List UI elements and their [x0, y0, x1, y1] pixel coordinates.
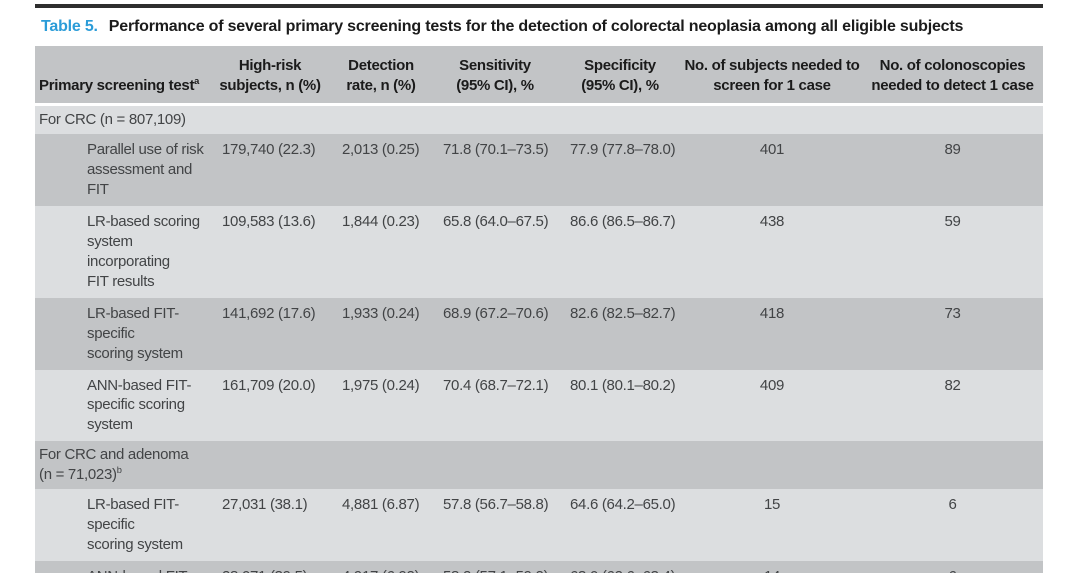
cell-specificity: 77.9 (77.8–78.0)	[570, 141, 676, 159]
column-header-colonoscopies-needed: No. of colonoscopies needed to detect 1 …	[862, 46, 1043, 105]
cell-subjects-needed: 401	[759, 141, 785, 159]
cell-colonoscopies-needed: 59	[944, 212, 961, 230]
table-row: LR-based FIT-specific scoring system 141…	[35, 297, 1043, 370]
column-header-detection-rate: Detection rate, n (%)	[330, 46, 432, 105]
column-header-sensitivity: Sensitivity (95% CI), %	[432, 46, 558, 105]
cell-detection-rate: 1,975 (0.24)	[342, 376, 420, 394]
cell-high-risk-subjects: 27,031 (38.1)	[222, 496, 308, 514]
cell-colonoscopies-needed: 6	[948, 496, 957, 514]
cell-detection-rate: 4,881 (6.87)	[342, 496, 420, 514]
cell-colonoscopies-needed: 73	[944, 304, 961, 322]
table-row: LR-based scoring system incorporating FI…	[35, 205, 1043, 298]
cell-specificity: 80.1 (80.1–80.2)	[570, 376, 676, 394]
cell-test-name: LR-based FIT-specific scoring system	[87, 304, 183, 362]
cell-specificity: 86.6 (86.5–86.7)	[570, 212, 676, 230]
cell-detection-rate: 1,933 (0.24)	[342, 304, 420, 322]
table-row: ANN-based FIT- specific scoring system 1…	[35, 369, 1043, 442]
cell-detection-rate: 1,844 (0.23)	[342, 212, 420, 230]
table-row: ANN-based FIT- specific scoring system 2…	[35, 561, 1043, 573]
cell-sensitivity: 58.2 (57.1–59.2)	[432, 561, 558, 573]
cell-high-risk-subjects: 161,709 (20.0)	[222, 376, 316, 394]
cell-test-name: LR-based scoring system incorporating FI…	[87, 212, 200, 290]
cell-specificity: 63.0 (62.6–63.4)	[558, 561, 682, 573]
cell-sensitivity: 71.8 (70.1–73.5)	[443, 141, 549, 159]
screening-performance-table: Primary screening testa High-risk subjec…	[35, 46, 1043, 573]
table-body: For CRC (n = 807,109) Parallel use of ri…	[35, 104, 1043, 573]
cell-high-risk-subjects: 109,583 (13.6)	[222, 212, 316, 230]
column-header-subjects-needed: No. of subjects needed to screen for 1 c…	[682, 46, 862, 105]
section-row-crc-and-adenoma: For CRC and adenoma (n = 71,023)b	[35, 441, 1043, 490]
table-title-text: Performance of several primary screening…	[108, 18, 964, 35]
table-row: LR-based FIT-specific scoring system 27,…	[35, 489, 1043, 561]
table-row: Parallel use of risk assessment and FIT …	[35, 134, 1043, 206]
cell-test-name: ANN-based FIT- specific scoring system	[35, 561, 210, 573]
cell-colonoscopies-needed: 89	[944, 141, 961, 159]
table-header: Primary screening testa High-risk subjec…	[35, 46, 1043, 105]
cell-sensitivity: 70.4 (68.7–72.1)	[443, 376, 549, 394]
cell-high-risk-subjects: 179,740 (22.3)	[222, 141, 316, 159]
cell-subjects-needed: 438	[759, 212, 785, 230]
cell-test-name: Parallel use of risk assessment and FIT	[87, 141, 204, 198]
section-row-crc: For CRC (n = 807,109)	[35, 104, 1043, 135]
cell-high-risk-subjects: 28,071 (39.5)	[210, 561, 330, 573]
cell-specificity: 64.6 (64.2–65.0)	[570, 496, 676, 514]
table-top-rule	[35, 4, 1043, 8]
column-header-primary-screening-test: Primary screening testa	[35, 46, 210, 105]
table-title: Table 5. Performance of several primary s…	[35, 8, 1043, 47]
cell-specificity: 82.6 (82.5–82.7)	[570, 304, 676, 322]
cell-colonoscopies-needed: 6	[862, 561, 1043, 573]
cell-detection-rate: 4,917 (6.92)	[330, 561, 432, 573]
header-row: Primary screening testa High-risk subjec…	[35, 46, 1043, 105]
table-5-container: Table 5. Performance of several primary s…	[35, 4, 1043, 573]
table-number-label: Table 5.	[41, 18, 98, 35]
column-header-high-risk-subjects: High-risk subjects, n (%)	[210, 46, 330, 105]
cell-high-risk-subjects: 141,692 (17.6)	[222, 304, 316, 322]
cell-sensitivity: 68.9 (67.2–70.6)	[443, 304, 549, 322]
cell-subjects-needed: 409	[759, 376, 785, 394]
section-label: For CRC and adenoma (n = 71,023)b	[39, 446, 189, 484]
cell-detection-rate: 2,013 (0.25)	[342, 141, 420, 159]
cell-subjects-needed: 14	[682, 561, 862, 573]
footnote-marker-a: a	[194, 75, 200, 86]
cell-subjects-needed: 15	[763, 496, 781, 514]
cell-test-name: ANN-based FIT- specific scoring system	[87, 376, 192, 434]
cell-sensitivity: 57.8 (56.7–58.8)	[443, 496, 549, 514]
cell-test-name: LR-based FIT-specific scoring system	[87, 496, 183, 554]
cell-subjects-needed: 418	[759, 304, 785, 322]
cell-sensitivity: 65.8 (64.0–67.5)	[443, 212, 549, 230]
footnote-marker-b: b	[116, 465, 122, 476]
cell-colonoscopies-needed: 82	[944, 376, 961, 394]
section-label: For CRC (n = 807,109)	[39, 111, 186, 129]
column-header-specificity: Specificity (95% CI), %	[558, 46, 682, 105]
